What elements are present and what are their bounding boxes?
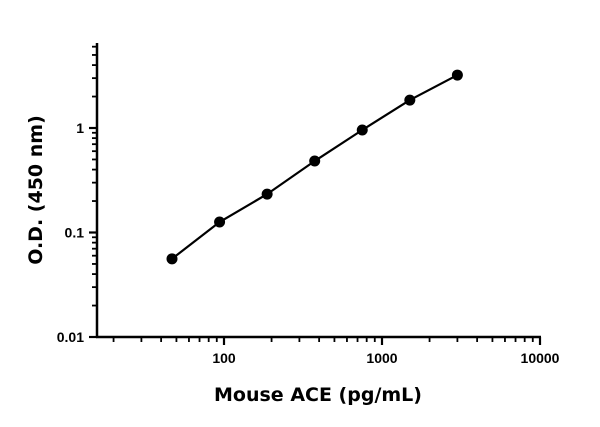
y-axis-title: O.D. (450 nm) xyxy=(25,115,47,265)
y-tick-label: 0.01 xyxy=(57,329,84,345)
x-tick-label: 1000 xyxy=(366,350,397,366)
data-point xyxy=(166,253,178,265)
data-points xyxy=(166,69,463,265)
x-tick-label: 10000 xyxy=(521,350,560,366)
y-tick-label: 0.1 xyxy=(65,225,85,241)
data-point xyxy=(404,94,416,106)
x-axis-ticks: 100 1000 10000 xyxy=(212,337,560,366)
data-point xyxy=(356,124,368,136)
y-axis-ticks: 0.01 0.1 1 xyxy=(57,120,97,345)
y-tick-label: 1 xyxy=(76,120,84,136)
data-point xyxy=(261,188,273,200)
data-point xyxy=(309,155,321,167)
data-point xyxy=(214,216,226,228)
x-axis-title: Mouse ACE (pg/mL) xyxy=(214,384,422,406)
data-point xyxy=(451,69,463,81)
x-axis-minor-ticks xyxy=(112,337,534,342)
x-tick-label: 100 xyxy=(212,350,236,366)
